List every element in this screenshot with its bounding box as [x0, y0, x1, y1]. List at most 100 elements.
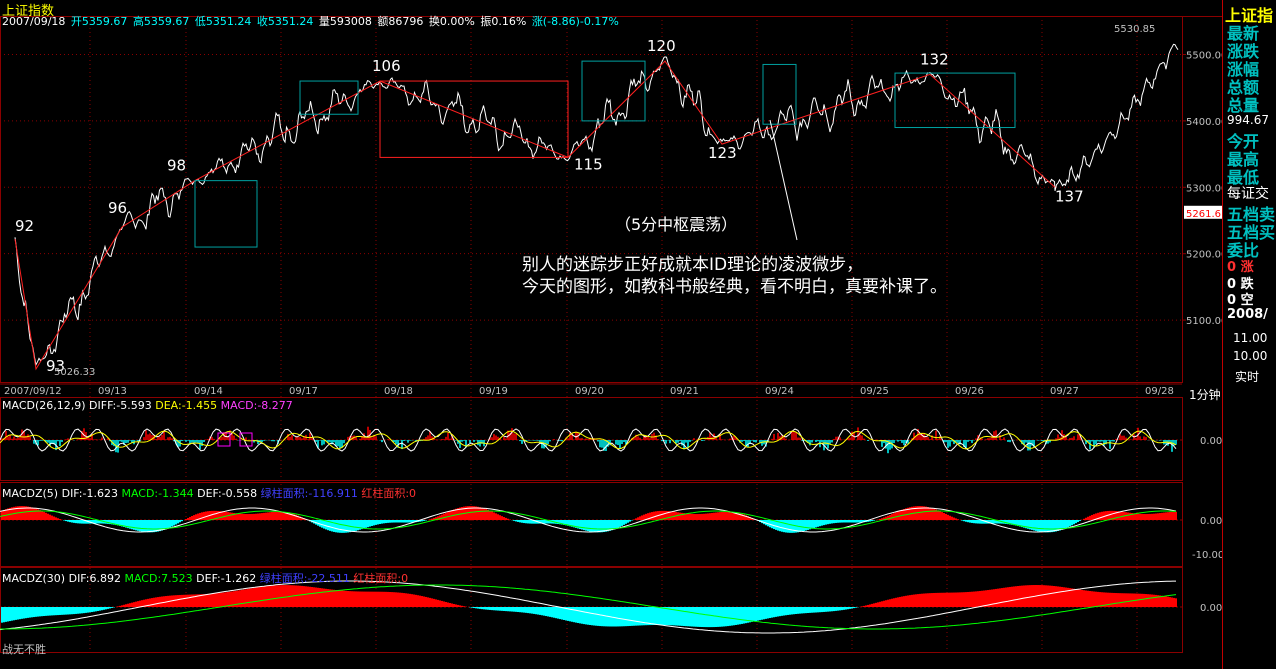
macdz5-legend-def: DEF:-0.558 [197, 487, 258, 500]
macdz5-macd-line [0, 510, 1177, 530]
sidebar-v11: 11.00 [1233, 331, 1268, 345]
macd-legend: MACD(26,12,9) DIFF:-5.593 DEA:-1.455 MAC… [2, 399, 293, 412]
pivot-box [581, 60, 646, 122]
x-tick-label: 09/28 [1145, 386, 1174, 397]
macdz5-legend: MACDZ(5) DIF:-1.623 MACD:-1.344 DEF:-0.5… [2, 485, 416, 501]
macdz5-zero-label: 0.00 [1200, 516, 1222, 527]
quote-amount: 额86796 [377, 15, 424, 28]
macd-diff-line [0, 428, 1177, 452]
wave-label-115: 115 [574, 155, 603, 173]
sidebar-label-high: 最高 [1227, 150, 1260, 169]
pivot-box [379, 80, 569, 158]
min-price-label: 5026.33 [54, 367, 95, 378]
x-tick-label: 09/19 [479, 386, 508, 397]
macd-legend-diff: DIFF:-5.593 [89, 399, 152, 412]
chart-title: 上证指数 [2, 4, 55, 19]
quote-date: 2007/09/18 [2, 15, 66, 28]
macd-legend-name: MACD(26,12,9) [2, 399, 86, 412]
macdz5-legend-red: 红柱面积:0 [361, 487, 417, 500]
sidebar-realtime[interactable]: 实时 [1235, 370, 1260, 384]
macdz30-zero-label: 0.00 [1200, 603, 1222, 614]
quote-amplitude: 振0.16% [480, 15, 527, 28]
macd-marker-box [217, 432, 231, 447]
current-price-label: 5261.6 [1186, 209, 1221, 220]
sidebar-v10: 10.00 [1233, 349, 1268, 363]
macdz5-legend-name: MACDZ(5) [2, 487, 59, 500]
macdz30-legend: MACDZ(30) DIF:6.892 MACD:7.523 DEF:-1.26… [2, 570, 408, 586]
sidebar-period[interactable]: 1分钟 [1189, 388, 1221, 402]
macdz30-dif-line [0, 580, 1176, 634]
sidebar-label-change: 涨跌 [1227, 42, 1260, 61]
annotation-pivot: （5分中枢震荡） [615, 215, 738, 234]
macdz5-legend-dif: DIF:-1.623 [61, 487, 118, 500]
x-tick-label: 09/17 [289, 386, 318, 397]
quote-low: 低5351.24 [194, 15, 252, 28]
annotation-line2: 今天的图形，如教科书般经典，看不明白，真要补课了。 [522, 277, 947, 297]
macdz30-legend-red: 红柱面积:0 [353, 572, 409, 585]
wave-label-93: 93 [46, 357, 65, 375]
wave-label-132: 132 [920, 50, 949, 68]
sidebar-label-volume: 总量 [1227, 96, 1260, 115]
pivot-box [894, 72, 1016, 129]
macdz30-macd-line [0, 584, 1177, 630]
y-tick-label: 5100.00 [1186, 316, 1227, 327]
sidebar-row-down: 0 跌 [1227, 277, 1254, 292]
quote-sidebar: 上证指 最新 涨跌 涨幅 总额 总量 994.67 今开 最高 最低 每证交 五… [1189, 0, 1276, 669]
x-tick-label: 09/13 [98, 386, 127, 397]
sidebar-title[interactable]: 上证指 [1225, 6, 1274, 25]
macdz30-legend-macd: MACD:7.523 [124, 572, 193, 585]
price-line [14, 43, 1179, 367]
wave-label-92: 92 [15, 217, 34, 235]
max-price-label: 5530.85 [1114, 24, 1155, 35]
macd-legend-macd: MACD:-8.277 [220, 399, 293, 412]
x-tick-label: 09/26 [955, 386, 984, 397]
quote-open: 开5359.67 [70, 15, 128, 28]
macdz5-legend-macd: MACD:-1.344 [121, 487, 194, 500]
y-tick-label: 5200.00 [1186, 250, 1227, 261]
macdz5-dif-line [0, 507, 1177, 533]
pivot-box [762, 63, 797, 125]
sidebar-label-open: 今开 [1227, 132, 1260, 151]
annotation-line1: 别人的迷踪步正好成就本ID理论的凌波微步， [522, 255, 864, 275]
macdz30-legend-name: MACDZ(30) [2, 572, 66, 585]
sidebar-year: 2008/ [1227, 307, 1268, 322]
quote-turnover: 换0.00% [428, 15, 475, 28]
sidebar-label-low: 最低 [1227, 168, 1260, 187]
pivot-box [194, 180, 258, 248]
macdz30-legend-green: 绿柱面积:-22.511 [259, 572, 350, 585]
macdz30-panel-frame [0, 567, 1183, 653]
macdz30-legend-dif: DIF:6.892 [68, 572, 121, 585]
main-panel-frame [0, 16, 1183, 383]
macd-legend-dea: DEA:-1.455 [155, 399, 218, 412]
wave-label-98: 98 [167, 157, 186, 175]
bottom-tag: 战无不胜 [2, 643, 46, 656]
pivot-box [299, 80, 359, 115]
quote-volume: 量593008 [318, 15, 372, 28]
sidebar-value: 994.67 [1227, 113, 1269, 127]
sidebar-label-bid5: 五档买 [1227, 223, 1276, 242]
sidebar-label-ask5: 五档卖 [1227, 205, 1276, 224]
x-tick-label: 09/14 [194, 386, 223, 397]
sidebar-label-pct: 涨幅 [1227, 60, 1260, 79]
wave-label-106: 106 [372, 57, 401, 75]
x-tick-label: 09/24 [765, 386, 794, 397]
current-price-box [1184, 205, 1222, 219]
wave-label-96: 96 [108, 199, 127, 217]
sidebar-row-up: 0 涨 [1227, 260, 1254, 275]
macdz30-legend-def: DEF:-1.262 [196, 572, 257, 585]
wave-line [14, 60, 1056, 371]
sidebar-label-ratio: 委比 [1227, 241, 1260, 260]
macdz5-neg-label: -10.00 [1192, 550, 1224, 561]
sidebar-label-amount: 总额 [1227, 78, 1260, 97]
y-tick-label: 5400.00 [1186, 117, 1227, 128]
x-tick-label: 09/27 [1050, 386, 1079, 397]
x-tick-label: 2007/09/12 [4, 386, 62, 397]
x-tick-label: 09/20 [575, 386, 604, 397]
macd-marker-box [239, 432, 253, 447]
macd-zero-label: 0.00 [1200, 436, 1222, 447]
annotation-pointer [769, 119, 798, 241]
y-tick-label: 5300.00 [1186, 183, 1227, 194]
wave-label-137: 137 [1055, 187, 1084, 205]
quote-high: 高5359.67 [132, 15, 190, 28]
